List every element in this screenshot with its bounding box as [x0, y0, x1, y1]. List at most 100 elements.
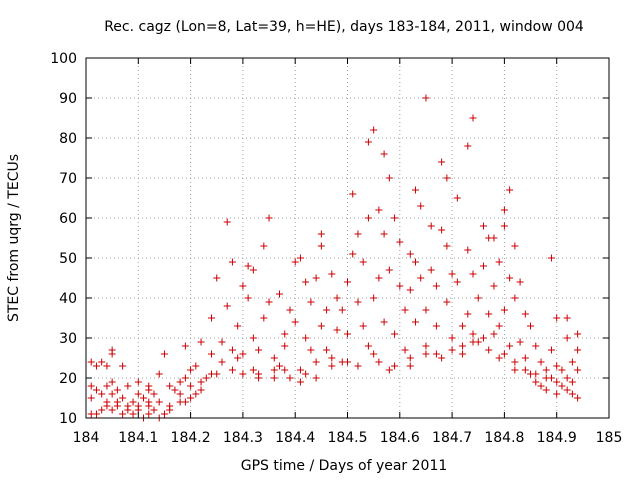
data-point — [244, 262, 252, 270]
data-point — [511, 358, 519, 366]
data-point — [354, 298, 362, 306]
data-point — [380, 150, 388, 158]
data-point — [574, 346, 582, 354]
data-point — [511, 242, 519, 250]
data-point — [265, 214, 273, 222]
data-point — [511, 294, 519, 302]
data-point — [197, 386, 205, 394]
data-point — [537, 382, 545, 390]
data-point — [129, 398, 137, 406]
data-point — [401, 306, 409, 314]
data-point — [422, 306, 430, 314]
data-point — [406, 250, 414, 258]
data-point — [364, 214, 372, 222]
data-point — [265, 298, 273, 306]
data-point — [98, 406, 106, 414]
data-point — [495, 354, 503, 362]
data-point — [92, 362, 100, 370]
data-point — [166, 402, 174, 410]
data-point — [270, 374, 278, 382]
data-point — [312, 358, 320, 366]
x-tick-label: 184.9 — [537, 430, 577, 446]
data-point — [286, 306, 294, 314]
data-point — [192, 362, 200, 370]
data-point — [302, 278, 310, 286]
data-point — [527, 322, 535, 330]
data-point — [255, 346, 263, 354]
data-point — [228, 346, 236, 354]
data-point — [474, 294, 482, 302]
data-point — [574, 394, 582, 402]
data-point — [469, 330, 477, 338]
data-point — [500, 206, 508, 214]
data-point — [349, 250, 357, 258]
data-point — [401, 346, 409, 354]
data-point — [537, 358, 545, 366]
data-point — [422, 350, 430, 358]
data-point — [406, 286, 414, 294]
data-point — [87, 382, 95, 390]
data-point — [160, 410, 168, 418]
data-point — [448, 334, 456, 342]
data-point — [333, 326, 341, 334]
data-point — [443, 298, 451, 306]
x-tick-label: 184.7 — [432, 430, 472, 446]
y-tick-label: 100 — [50, 51, 77, 67]
data-point — [495, 322, 503, 330]
data-point — [176, 378, 184, 386]
data-point — [375, 358, 383, 366]
data-point — [239, 282, 247, 290]
data-point — [453, 194, 461, 202]
y-axis-label: STEC from uqrg / TECUs — [6, 154, 22, 322]
data-point — [218, 358, 226, 366]
data-point — [568, 358, 576, 366]
data-point — [323, 346, 331, 354]
data-point — [432, 282, 440, 290]
data-point — [469, 270, 477, 278]
data-point — [296, 254, 304, 262]
data-point — [375, 206, 383, 214]
data-point — [328, 362, 336, 370]
data-point — [380, 230, 388, 238]
data-point — [448, 270, 456, 278]
data-point — [568, 378, 576, 386]
data-point — [385, 266, 393, 274]
chart-title: Rec. cagz (Lon=8, Lat=39, h=HE), days 18… — [104, 19, 584, 35]
data-point — [270, 354, 278, 362]
data-point — [344, 278, 351, 286]
data-point — [228, 366, 236, 374]
data-point — [542, 386, 550, 394]
data-point — [286, 374, 294, 382]
data-point — [328, 354, 336, 362]
data-point — [291, 258, 299, 266]
data-point — [187, 394, 195, 402]
data-point — [370, 350, 378, 358]
data-point — [396, 282, 404, 290]
data-point — [427, 222, 435, 230]
data-point — [108, 390, 116, 398]
data-point — [338, 306, 346, 314]
data-point — [422, 342, 430, 350]
data-point — [98, 390, 106, 398]
data-point — [438, 354, 446, 362]
data-point — [119, 362, 127, 370]
data-point — [479, 334, 487, 342]
data-point — [87, 394, 95, 402]
data-point — [500, 350, 508, 358]
y-tick-label: 30 — [59, 331, 77, 347]
data-point — [181, 342, 189, 350]
data-point — [521, 366, 529, 374]
data-point — [479, 262, 487, 270]
data-point — [563, 314, 571, 322]
data-point — [333, 294, 341, 302]
y-tick-label: 90 — [59, 91, 77, 107]
data-point — [438, 226, 446, 234]
data-point — [464, 142, 472, 150]
data-point — [547, 254, 555, 262]
data-point — [192, 390, 200, 398]
data-point — [391, 362, 399, 370]
points-layer — [87, 94, 582, 422]
data-point — [108, 378, 116, 386]
data-point — [176, 398, 184, 406]
